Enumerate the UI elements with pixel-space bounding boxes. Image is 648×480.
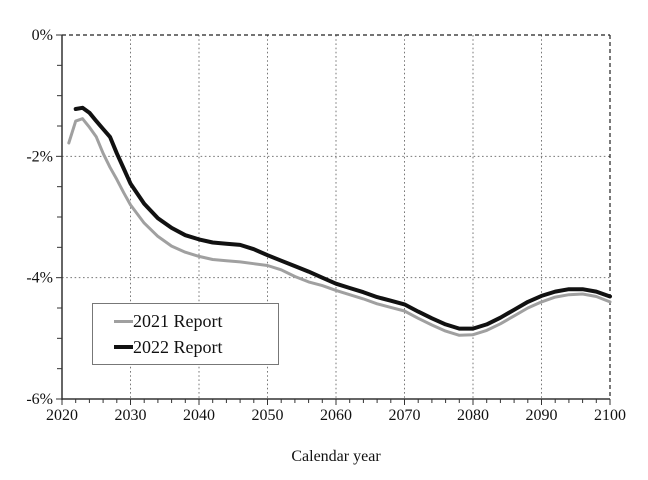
x-tick-label: 2040 bbox=[183, 407, 215, 424]
legend-line-swatch-2021 bbox=[114, 319, 133, 323]
x-tick-label: 2050 bbox=[252, 407, 284, 424]
x-tick-label: 2080 bbox=[457, 407, 489, 424]
series-line-2022 bbox=[73, 105, 612, 331]
chart-legend: 2021 Report 2022 Report bbox=[92, 303, 279, 365]
x-tick-label: 2070 bbox=[389, 407, 421, 424]
series-line-2021 bbox=[67, 117, 612, 337]
legend-label-2021: 2021 Report bbox=[133, 311, 223, 331]
y-tick-label: 0% bbox=[32, 27, 53, 44]
y-tick-label: -2% bbox=[26, 148, 53, 165]
x-tick-label: 2090 bbox=[526, 407, 558, 424]
x-tick-label: 2060 bbox=[320, 407, 352, 424]
legend-line-swatch-2022 bbox=[114, 345, 133, 349]
y-tick-label: -4% bbox=[26, 270, 53, 287]
legend-item-2022-report: 2022 Report bbox=[114, 338, 278, 356]
legend-item-2021-report: 2021 Report bbox=[114, 312, 278, 330]
x-tick-label: 2100 bbox=[594, 407, 626, 424]
x-tick-label: 2020 bbox=[46, 407, 78, 424]
y-tick-label: -6% bbox=[26, 391, 53, 408]
x-axis-title: Calendar year bbox=[291, 448, 381, 465]
legend-label-2022: 2022 Report bbox=[133, 337, 223, 357]
x-tick-label: 2030 bbox=[115, 407, 147, 424]
